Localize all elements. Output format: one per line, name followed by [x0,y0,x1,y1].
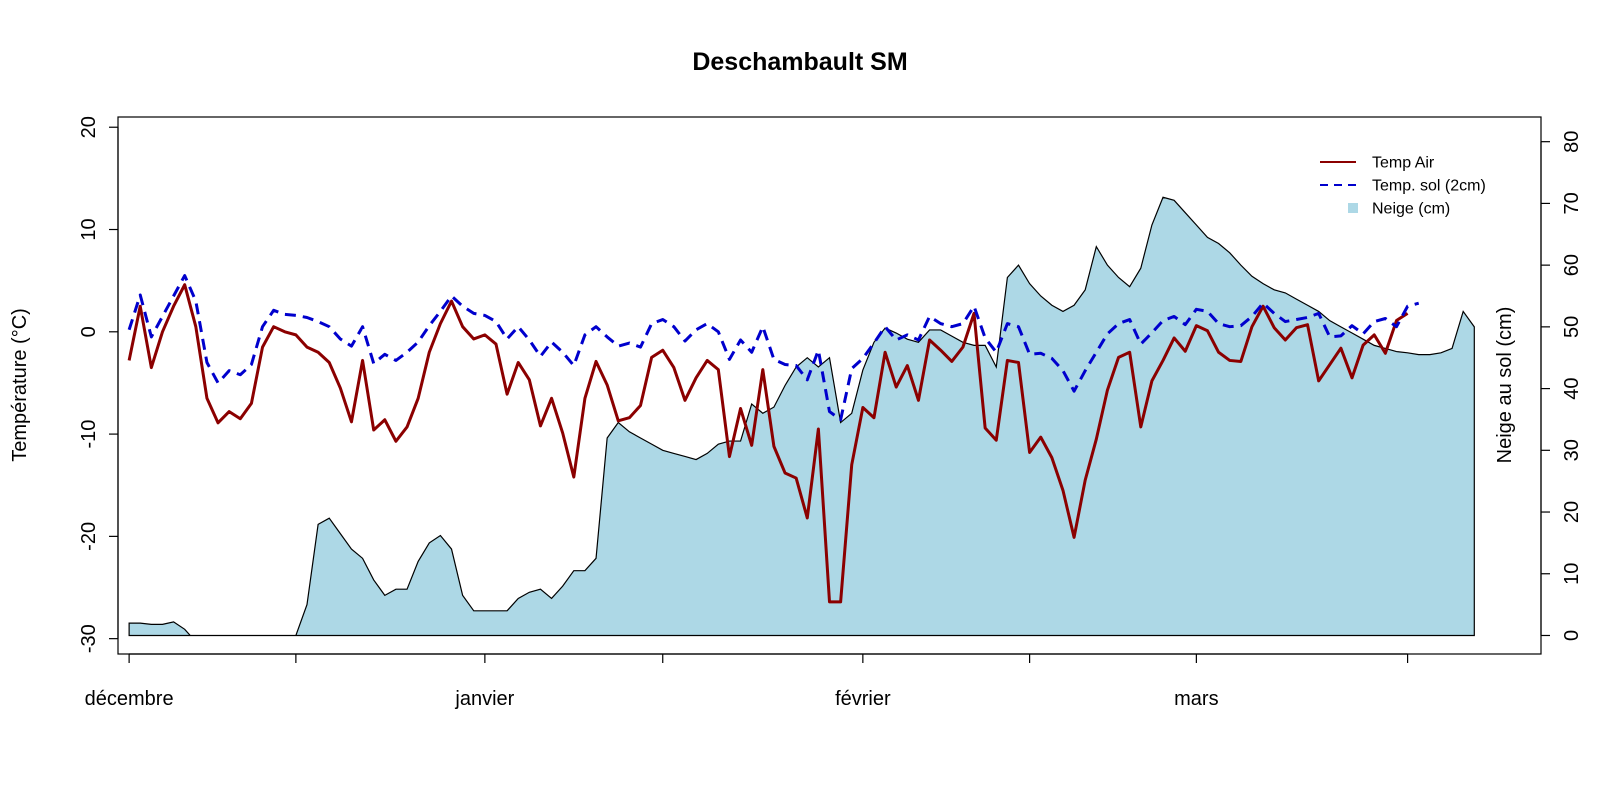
x-tick-label: mars [1174,688,1218,710]
left-tick-label: -20 [78,522,100,551]
left-tick-label: 20 [78,116,100,138]
right-tick-label: 20 [1561,501,1583,523]
legend-label: Neige (cm) [1372,201,1450,218]
right-tick-label: 10 [1561,563,1583,585]
x-axis: décembre janvier février mars [85,653,1409,710]
left-tick-label: 0 [78,326,100,337]
x-tick-label: janvier [454,688,514,710]
right-tick-label: 40 [1561,377,1583,399]
right-tick-label: 80 [1561,131,1583,153]
right-tick-label: 50 [1561,316,1583,338]
legend-label: Temp. sol (2cm) [1372,178,1486,195]
right-y-axis: 0 10 20 30 40 50 60 70 80 [1540,131,1583,641]
left-tick-label: 10 [78,218,100,240]
right-tick-label: 0 [1561,630,1583,641]
left-tick-label: -30 [78,624,100,653]
legend-label: Temp Air [1372,155,1435,172]
right-tick-label: 60 [1561,254,1583,276]
left-tick-label: -10 [78,420,100,449]
x-tick-label: février [835,688,891,710]
chart-title: Deschambault SM [692,48,907,76]
series-neige-area [129,197,1475,636]
left-y-axis: -30 -20 -10 0 10 20 [78,116,119,653]
snow-area-layer [128,196,1475,637]
x-tick-label: décembre [85,688,174,710]
legend: Temp Air Temp. sol (2cm) Neige (cm) [1320,155,1486,218]
y-axis-left-label: Température (°C) [9,308,31,462]
right-tick-label: 70 [1561,192,1583,214]
temperature-lines-layer [127,274,1420,604]
series-neige-outline [128,196,1475,637]
right-tick-label: 30 [1561,439,1583,461]
y-axis-right-label: Neige au sol (cm) [1494,307,1516,464]
series-temp-air-line [127,283,1409,604]
legend-neige-swatch [1348,203,1358,213]
